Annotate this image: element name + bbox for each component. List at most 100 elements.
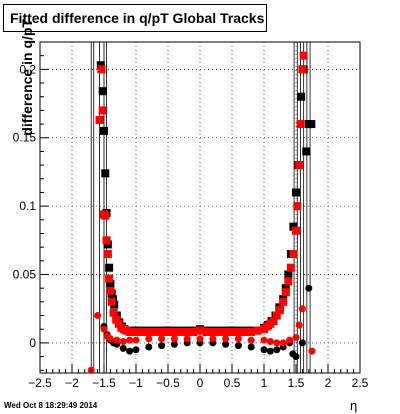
data-point-square — [302, 147, 311, 156]
data-point-circle — [266, 338, 274, 346]
data-point-square — [97, 65, 106, 74]
data-point-square — [164, 327, 172, 336]
data-point-circle — [196, 335, 204, 343]
x-tick-label: 2 — [325, 376, 332, 390]
data-point-square — [284, 270, 293, 279]
data-point-circle — [113, 336, 121, 344]
data-point-square — [296, 120, 305, 129]
data-point-square — [95, 115, 104, 124]
data-point-circle — [286, 336, 294, 344]
data-point-circle — [298, 305, 306, 313]
x-tick-label: 2.5 — [352, 376, 369, 390]
x-tick-label: 1.5 — [288, 376, 305, 390]
data-point-square — [272, 311, 281, 320]
data-point-square — [106, 280, 115, 289]
data-point-circle — [266, 347, 274, 355]
data-point-circle — [292, 353, 300, 361]
data-point-circle — [260, 346, 268, 354]
data-point-circle — [308, 347, 316, 355]
data-point-circle — [158, 335, 166, 343]
data-point-circle — [106, 335, 114, 343]
data-point-square — [105, 263, 114, 272]
data-point-square — [298, 65, 307, 74]
data-point-square — [289, 222, 298, 231]
data-point-circle — [292, 333, 300, 341]
data-point-circle — [222, 335, 230, 343]
data-point-circle — [119, 338, 127, 346]
data-point-square — [295, 161, 304, 170]
data-point-circle — [279, 339, 287, 347]
data-point-circle — [126, 336, 134, 344]
data-point-square — [101, 169, 110, 178]
y-tick-label: 0.15 — [13, 131, 37, 145]
data-point-square — [105, 274, 114, 283]
x-tick-label: −0.5 — [156, 376, 180, 390]
x-axis-label: η — [350, 398, 358, 413]
y-tick-label: 0.05 — [13, 268, 37, 282]
data-point-circle — [273, 346, 281, 354]
data-point-circle — [273, 339, 281, 347]
x-tick-label: −1 — [129, 376, 143, 390]
data-point-circle — [126, 347, 134, 355]
data-point-square — [112, 315, 121, 324]
data-point-square — [144, 327, 153, 336]
data-point-square — [106, 286, 115, 295]
chart-title: Fitted difference in q/pT Global Tracks — [3, 4, 267, 32]
data-point-circle — [247, 336, 255, 344]
data-point-circle — [234, 342, 242, 350]
data-point-square — [109, 308, 118, 317]
data-point-circle — [295, 321, 303, 329]
data-point-circle — [298, 339, 306, 347]
data-point-square — [292, 226, 300, 235]
data-point-square — [228, 327, 236, 336]
data-point-square — [240, 327, 249, 336]
data-point-square — [170, 327, 179, 336]
data-point-square — [103, 250, 112, 259]
data-point-circle — [132, 336, 140, 344]
data-point-square — [284, 277, 293, 286]
data-point-square — [299, 51, 308, 60]
data-point-square — [307, 120, 316, 129]
data-point-square — [234, 327, 243, 336]
ticks: −2.5 −2 −1.5 −1 −0.5 0 0.5 1 1.5 2 2.5 0 0.05 0.1 0.15… — [13, 41, 369, 390]
data-point-square — [114, 319, 123, 328]
data-point-circle — [209, 335, 217, 343]
data-point-circle — [94, 312, 102, 320]
data-point-square — [253, 326, 262, 335]
data-point-square — [276, 306, 284, 315]
x-tick-label: −2 — [65, 376, 79, 390]
y-tick-label: 0 — [29, 336, 36, 350]
data-point-circle — [183, 335, 191, 343]
data-point-square — [293, 202, 302, 211]
data-point-square — [281, 284, 290, 293]
data-point-square — [189, 327, 198, 336]
data-point-square — [101, 211, 110, 220]
data-point-circle — [100, 325, 108, 333]
data-point-square — [96, 61, 105, 70]
data-series — [87, 51, 316, 374]
data-point-square — [286, 263, 295, 272]
data-point-square — [215, 327, 224, 336]
data-point-square — [98, 106, 107, 115]
timestamp: Wed Oct 8 18:29:49 2014 — [4, 401, 98, 410]
data-point-square — [297, 92, 306, 101]
data-point-square — [98, 87, 107, 96]
data-point-circle — [158, 342, 166, 350]
data-point-circle — [234, 335, 242, 343]
data-point-circle — [305, 284, 313, 292]
x-tick-label: 1 — [261, 376, 268, 390]
data-point-square — [292, 188, 300, 197]
data-point-square — [132, 327, 140, 336]
data-point-circle — [222, 340, 230, 348]
y-axis-label: difference in q/pT — [19, 19, 35, 136]
data-point-square — [100, 126, 108, 135]
x-tick-label: 0 — [197, 376, 204, 390]
data-point-circle — [260, 336, 268, 344]
data-point-circle — [170, 340, 178, 348]
data-point-circle — [145, 335, 153, 343]
data-point-square — [196, 326, 204, 335]
x-tick-label: −2.5 — [28, 376, 52, 390]
data-point-square — [138, 327, 147, 336]
x-tick-label: −1.5 — [92, 376, 116, 390]
